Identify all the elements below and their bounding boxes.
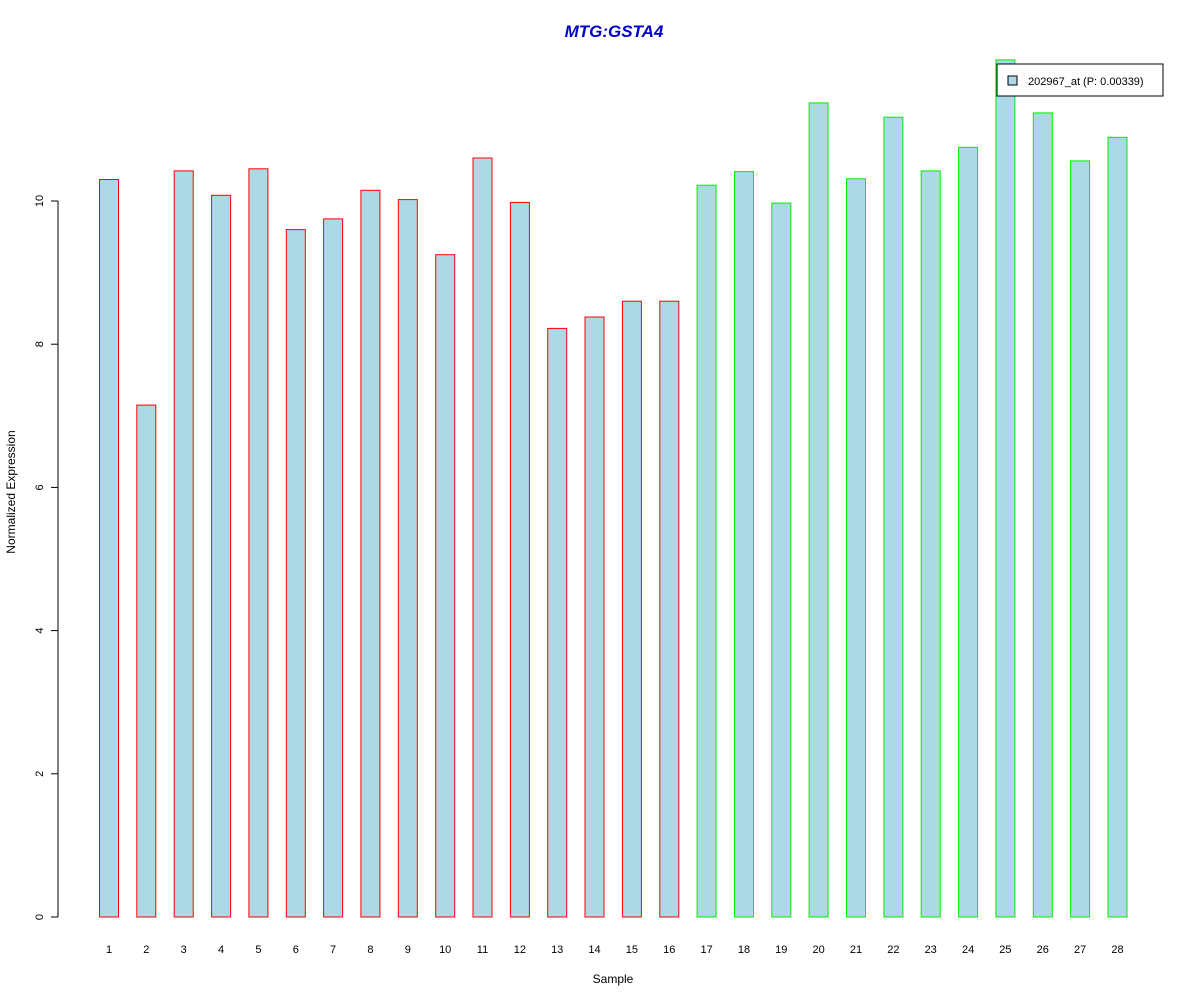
x-tick-label: 5 [255,944,261,956]
bar [435,254,456,918]
x-tick-label: 4 [218,944,224,956]
x-tick-label: 14 [588,944,600,956]
x-tick-label: 23 [925,944,937,956]
x-tick-label: 9 [405,944,411,956]
bar [211,194,232,918]
x-tick-label: 26 [1037,944,1049,956]
y-tick-label: 2 [34,771,46,777]
legend-label: 202967_at (P: 0.00339) [1028,76,1144,88]
x-tick-labels: 1 2 3 4 5 6 7 8 9 10 11 12 13 14 15 16 17 18 19 20 21 22 23 24 2… [106,944,1124,956]
x-tick-label: 6 [293,944,299,956]
bar [958,146,979,918]
bars [99,59,1128,918]
x-tick-label: 3 [181,944,187,956]
x-tick-label: 20 [812,944,824,956]
x-tick-label: 15 [626,944,638,956]
y-tick-label: 4 [34,628,46,634]
bar [621,300,642,918]
y-tick-label: 0 [34,914,46,920]
bar [1107,136,1128,918]
chart-title: MTG:GSTA4 [565,22,664,41]
bar [1070,160,1091,918]
bar [136,404,157,918]
bar [323,218,344,918]
y-axis-label: Normalized Expression [4,430,18,553]
x-tick-label: 13 [551,944,563,956]
x-axis-label: Sample [593,972,634,986]
y-tick-label: 10 [34,195,46,207]
x-tick-label: 7 [330,944,336,956]
y-axis: 0 2 4 6 8 10 [34,195,59,920]
x-tick-label: 27 [1074,944,1086,956]
bar [696,184,717,918]
bar [360,189,381,918]
bar [920,170,941,918]
bar [509,201,530,918]
bar [771,202,792,918]
bar [547,327,568,918]
x-tick-label: 22 [887,944,899,956]
bar [397,199,418,918]
y-tick-label: 8 [34,341,46,347]
legend: 202967_at (P: 0.00339) [996,63,1164,97]
x-tick-label: 24 [962,944,974,956]
x-tick-label: 21 [850,944,862,956]
bar [995,59,1016,918]
bar [285,229,306,918]
bar [173,170,194,918]
x-tick-label: 11 [477,944,488,956]
bar [808,102,829,918]
x-tick-label: 17 [700,944,712,956]
bar [248,168,269,918]
x-tick-label: 16 [663,944,675,956]
legend-box [996,63,1164,97]
x-tick-label: 1 [106,944,112,956]
legend-swatch [1007,75,1018,86]
x-tick-label: 18 [738,944,750,956]
x-tick-label: 25 [999,944,1011,956]
bar [883,116,904,918]
bar [584,316,605,918]
x-tick-label: 12 [514,944,526,956]
x-tick-label: 28 [1111,944,1123,956]
bar [472,157,493,918]
bar [846,178,866,918]
x-tick-label: 2 [143,944,149,956]
bar [99,179,119,918]
bar [659,300,680,918]
bar [734,171,754,918]
y-tick-label: 6 [34,484,46,490]
x-tick-label: 19 [775,944,787,956]
bar [1032,112,1053,918]
x-tick-label: 10 [439,944,451,956]
x-tick-label: 8 [367,944,373,956]
